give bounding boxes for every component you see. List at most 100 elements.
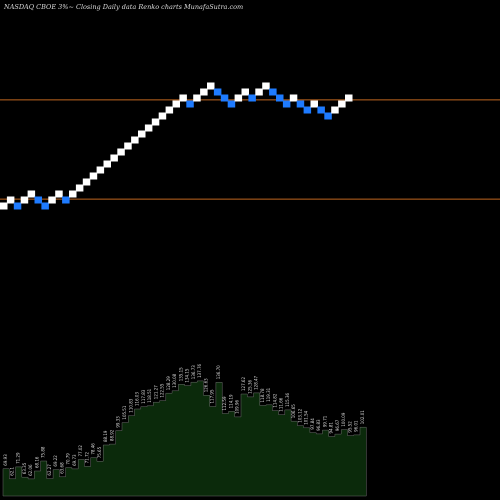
volume-label: 116.03 <box>135 392 140 406</box>
volume-label: 63.68 <box>59 462 64 474</box>
renko-brick <box>41 202 49 210</box>
volume-label: 134.15 <box>185 368 190 382</box>
volume-label: 109.96 <box>235 399 240 413</box>
renko-brick <box>234 94 243 102</box>
volume-label: 99.71 <box>322 415 327 427</box>
volume-label: 119.31 <box>266 387 271 401</box>
renko-brick <box>248 94 256 102</box>
volume-label: 136.73 <box>191 365 196 379</box>
volume-label: 69.93 <box>3 454 8 466</box>
volume-label: 62.06 <box>28 464 33 476</box>
volume-label: 117.83 <box>141 389 146 403</box>
volume-label: 78.46 <box>91 443 96 455</box>
renko-brick <box>34 196 42 204</box>
volume-label: 97.84 <box>310 418 315 430</box>
renko-brick <box>138 130 146 138</box>
renko-brick <box>200 88 208 96</box>
renko-brick <box>241 88 249 96</box>
renko-brick <box>55 190 63 198</box>
volume-label: 118.51 <box>147 388 152 402</box>
volume-label: 112.59 <box>222 396 227 410</box>
volume-label: 125.36 <box>247 379 252 393</box>
volume-label: 127.62 <box>241 377 246 391</box>
renko-brick <box>96 166 105 174</box>
volume-label: 62.1 <box>9 466 14 475</box>
volume-label: 122.55 <box>160 383 165 397</box>
volume-label: 88.92 <box>110 429 115 441</box>
renko-brick <box>69 190 77 198</box>
renko-brick <box>75 184 84 192</box>
renko-brick <box>172 100 180 108</box>
volume-label: 114.19 <box>229 394 234 408</box>
volume-label: 71.29 <box>16 452 21 464</box>
volume-label: 118.78 <box>260 388 265 402</box>
renko-brick <box>193 94 201 102</box>
renko-brick <box>110 154 118 162</box>
renko-brick <box>27 190 36 198</box>
volume-label: 69.73 <box>72 454 77 466</box>
volume-label: 115.36 <box>285 392 290 406</box>
renko-brick <box>227 100 236 108</box>
volume-label: 128.47 <box>254 375 259 389</box>
renko-brick <box>220 94 229 102</box>
volume-label: 126.63 <box>203 378 208 392</box>
volume-label: 136.70 <box>216 365 221 379</box>
renko-brick <box>151 118 160 126</box>
volume-label: 96.67 <box>335 419 340 431</box>
renko-brick <box>62 196 70 204</box>
renko-brick <box>13 202 22 210</box>
chart-title: NASDAQ CBOE 3%~ Closing Daily data Renko… <box>3 3 243 11</box>
volume-label: 63.35 <box>22 462 27 474</box>
volume-label: 121.27 <box>153 385 158 399</box>
renko-bricks <box>0 82 353 210</box>
renko-brick <box>165 106 174 114</box>
volume-label: 94.81 <box>329 422 334 434</box>
volume-panel <box>2 380 367 497</box>
renko-brick <box>324 112 332 120</box>
renko-brick <box>20 196 29 204</box>
volume-label: 77.02 <box>78 445 83 457</box>
volume-label: 101.54 <box>304 410 309 424</box>
renko-brick <box>82 178 91 186</box>
renko-brick <box>282 100 291 108</box>
renko-brick <box>89 172 98 180</box>
renko-brick <box>179 94 187 102</box>
renko-brick <box>124 142 132 150</box>
volume-label: 105.51 <box>122 405 127 419</box>
volume-label: 100.09 <box>341 412 346 426</box>
volume-label: 75.88 <box>41 446 46 458</box>
renko-brick <box>255 88 263 96</box>
volume-label: 114.82 <box>272 393 277 407</box>
volume-label: 106.65 <box>291 404 296 418</box>
volume-label: 69.22 <box>53 455 58 467</box>
volume-label: 110.83 <box>128 398 133 412</box>
volume-label: 71.72 <box>84 451 89 463</box>
volume-label: 103.12 <box>297 408 302 422</box>
volume-label: 88.19 <box>103 430 108 442</box>
volume-label: 62.27 <box>47 464 52 476</box>
renko-brick <box>0 202 8 210</box>
volume-label: 137.76 <box>197 363 202 377</box>
volume-label: 99.33 <box>116 416 121 428</box>
renko-brick <box>213 88 222 96</box>
volume-label: 75.65 <box>97 446 102 458</box>
renko-brick <box>207 82 215 90</box>
renko-brick <box>103 160 111 168</box>
volume-label: 128.29 <box>166 376 171 390</box>
volume-label: 96.01 <box>354 420 359 432</box>
renko-brick <box>296 100 305 108</box>
volume-label: 135.15 <box>178 367 183 381</box>
volume-label: 102.01 <box>360 410 365 424</box>
renko-brick <box>345 94 353 102</box>
renko-brick <box>289 94 298 102</box>
renko-brick <box>131 136 139 144</box>
renko-brick <box>117 148 125 156</box>
volume-label: 111.66 <box>279 397 284 411</box>
volume-label: 68.16 <box>34 456 39 468</box>
volume-label: 130.08 <box>172 373 177 387</box>
renko-brick <box>269 88 277 96</box>
renko-brick <box>338 100 346 108</box>
renko-brick <box>48 196 56 204</box>
